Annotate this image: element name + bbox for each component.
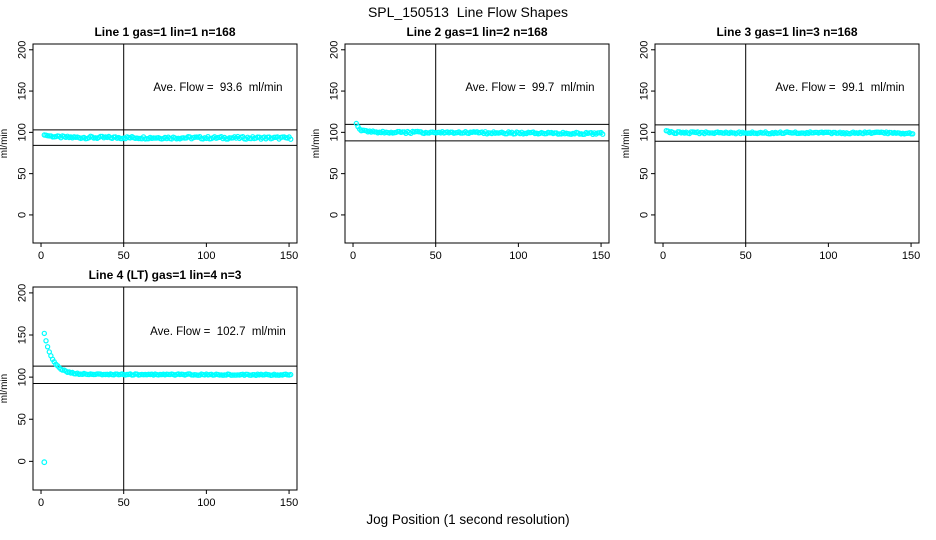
ave-flow-annotation: Ave. Flow = 99.7 ml/min	[465, 82, 594, 94]
x-tick-label: 150	[902, 250, 920, 262]
y-tick-label: 200	[639, 41, 651, 59]
ave-flow-annotation: Ave. Flow = 93.6 ml/min	[153, 82, 282, 94]
y-tick-label: 50	[17, 413, 29, 425]
data-point	[809, 130, 815, 136]
y-tick-label: 150	[329, 82, 341, 100]
y-axis-label: ml/min	[311, 129, 322, 158]
page-title: SPL_150513 Line Flow Shapes	[367, 4, 569, 20]
data-point	[371, 129, 378, 135]
data-point	[824, 129, 830, 135]
x-tick-label: 100	[509, 250, 527, 262]
panel-title: Line 4 (LT) gas=1 lin=4 n=3	[89, 268, 242, 282]
x-tick-label: 50	[118, 497, 130, 509]
y-axis-label: ml/min	[621, 129, 632, 158]
x-tick-label: 100	[197, 497, 215, 509]
ave-flow-annotation: Ave. Flow = 99.1 ml/min	[775, 82, 904, 94]
data-points	[41, 330, 294, 466]
y-tick-label: 100	[329, 123, 341, 141]
outlier-point	[41, 459, 48, 466]
data-point	[288, 136, 294, 142]
y-tick-label: 0	[329, 212, 341, 218]
panel-title: Line 1 gas=1 lin=1 n=168	[94, 25, 235, 39]
y-axis-label: ml/min	[0, 374, 10, 403]
panel-title: Line 3 gas=1 lin=3 n=168	[716, 25, 857, 39]
y-tick-label: 200	[17, 284, 29, 302]
y-tick-label: 50	[639, 168, 651, 180]
panel-title: Line 2 gas=1 lin=2 n=168	[406, 25, 547, 39]
panel-1: 0 50 100 150 0 50 100 150 200 ml/min Line 1 gas=1 …	[0, 25, 298, 262]
data-point	[41, 330, 48, 337]
y-tick-label: 50	[329, 168, 341, 180]
data-point	[288, 371, 294, 378]
panel-4: 0 50 100 150 0 50 100 150 200 ml/min Line 4 (LT) g…	[0, 268, 298, 509]
y-tick-label: 100	[17, 123, 29, 141]
y-tick-label: 0	[639, 212, 651, 218]
ave-flow-annotation: Ave. Flow = 102.7 ml/min	[150, 326, 286, 338]
x-tick-label: 0	[38, 497, 44, 509]
data-point	[43, 338, 49, 344]
y-axis-label: ml/min	[0, 129, 10, 158]
data-points	[41, 132, 294, 142]
data-point	[873, 129, 880, 135]
x-axis-label: Jog Position (1 second resolution)	[366, 512, 570, 527]
data-point	[44, 344, 51, 350]
plot-frame	[654, 43, 920, 244]
data-point	[59, 367, 66, 373]
y-tick-label: 0	[17, 458, 29, 464]
y-tick-label: 200	[329, 41, 341, 59]
data-point	[830, 129, 837, 136]
y-tick-label: 50	[17, 168, 29, 180]
data-point	[112, 371, 119, 377]
x-tick-label: 50	[430, 250, 442, 262]
y-tick-label: 150	[17, 326, 29, 344]
plot-frame	[32, 43, 298, 244]
x-tick-label: 100	[197, 250, 215, 262]
x-tick-label: 0	[38, 250, 44, 262]
y-tick-label: 150	[17, 82, 29, 100]
y-tick-label: 200	[17, 41, 29, 59]
panel-2: 0 50 100 150 0 50 100 150 200 ml/min Line 2 gas=1 …	[311, 25, 610, 262]
x-tick-label: 100	[819, 250, 837, 262]
x-tick-label: 50	[118, 250, 130, 262]
y-tick-label: 150	[639, 82, 651, 100]
x-tick-label: 150	[280, 250, 298, 262]
data-points	[663, 127, 916, 137]
x-tick-label: 0	[350, 250, 356, 262]
data-point	[910, 131, 916, 137]
data-point	[600, 131, 606, 137]
y-tick-label: 100	[639, 123, 651, 141]
plot-frame	[32, 286, 298, 491]
plot-frame	[344, 43, 610, 244]
y-tick-label: 100	[17, 368, 29, 386]
x-tick-label: 150	[280, 497, 298, 509]
panel-3: 0 50 100 150 0 50 100 150 200 ml/min Line 3 gas=1 …	[621, 25, 920, 262]
x-tick-label: 150	[592, 250, 610, 262]
data-points	[353, 120, 606, 137]
x-tick-label: 0	[660, 250, 666, 262]
y-tick-label: 0	[17, 212, 29, 218]
data-point	[230, 372, 236, 378]
x-tick-label: 50	[740, 250, 752, 262]
